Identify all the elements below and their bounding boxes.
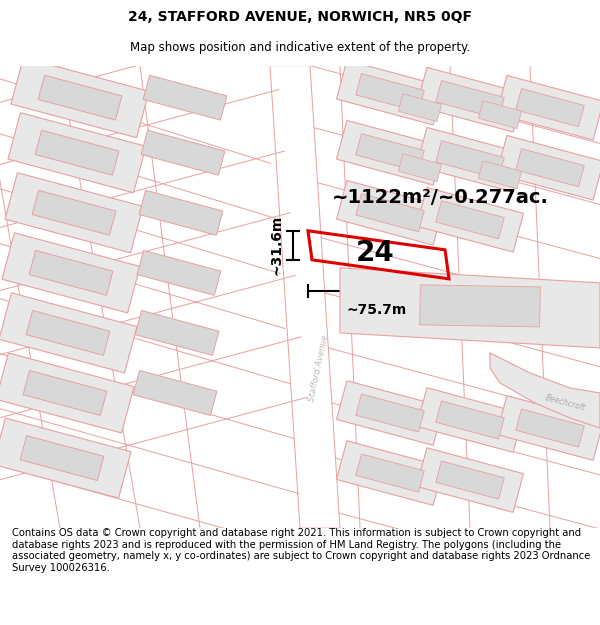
Polygon shape bbox=[137, 251, 221, 295]
Text: ~31.6m: ~31.6m bbox=[269, 215, 283, 276]
Polygon shape bbox=[436, 201, 504, 239]
Polygon shape bbox=[356, 134, 424, 172]
Polygon shape bbox=[337, 381, 443, 445]
Polygon shape bbox=[38, 75, 122, 120]
Polygon shape bbox=[0, 353, 134, 433]
Polygon shape bbox=[356, 74, 424, 112]
Polygon shape bbox=[35, 130, 119, 175]
Polygon shape bbox=[416, 388, 523, 452]
Polygon shape bbox=[478, 101, 521, 129]
Text: 24: 24 bbox=[356, 239, 394, 267]
Polygon shape bbox=[337, 181, 443, 245]
Polygon shape bbox=[436, 401, 504, 439]
Polygon shape bbox=[398, 94, 442, 121]
Polygon shape bbox=[29, 251, 113, 295]
Polygon shape bbox=[337, 121, 443, 185]
Polygon shape bbox=[490, 353, 600, 428]
Polygon shape bbox=[497, 76, 600, 140]
Polygon shape bbox=[516, 89, 584, 127]
Polygon shape bbox=[11, 58, 149, 138]
Polygon shape bbox=[139, 191, 223, 235]
Polygon shape bbox=[356, 454, 424, 492]
Polygon shape bbox=[0, 293, 137, 373]
Polygon shape bbox=[416, 127, 523, 192]
Polygon shape bbox=[270, 66, 340, 528]
Polygon shape bbox=[32, 191, 116, 235]
Text: ~75.7m: ~75.7m bbox=[346, 303, 407, 317]
Text: Beechcroft: Beechcroft bbox=[544, 393, 586, 412]
Polygon shape bbox=[356, 194, 424, 232]
Polygon shape bbox=[133, 371, 217, 416]
Polygon shape bbox=[5, 173, 143, 253]
Polygon shape bbox=[416, 68, 523, 132]
Polygon shape bbox=[340, 268, 600, 348]
Polygon shape bbox=[337, 441, 443, 506]
Text: Map shows position and indicative extent of the property.: Map shows position and indicative extent… bbox=[130, 41, 470, 54]
Polygon shape bbox=[436, 141, 504, 179]
Polygon shape bbox=[356, 394, 424, 432]
Polygon shape bbox=[398, 154, 442, 182]
Polygon shape bbox=[143, 75, 227, 120]
Polygon shape bbox=[436, 461, 504, 499]
Polygon shape bbox=[26, 311, 110, 356]
Polygon shape bbox=[20, 436, 104, 481]
Polygon shape bbox=[497, 136, 600, 200]
Polygon shape bbox=[2, 232, 140, 313]
Polygon shape bbox=[419, 285, 541, 327]
Polygon shape bbox=[23, 371, 107, 416]
Polygon shape bbox=[478, 161, 521, 189]
Polygon shape bbox=[416, 448, 523, 512]
Text: Contains OS data © Crown copyright and database right 2021. This information is : Contains OS data © Crown copyright and d… bbox=[12, 528, 590, 573]
Text: ~1122m²/~0.277ac.: ~1122m²/~0.277ac. bbox=[332, 188, 548, 208]
Polygon shape bbox=[516, 149, 584, 187]
Polygon shape bbox=[8, 112, 146, 192]
Text: Stafford Avenue: Stafford Avenue bbox=[308, 334, 331, 402]
Text: 24, STAFFORD AVENUE, NORWICH, NR5 0QF: 24, STAFFORD AVENUE, NORWICH, NR5 0QF bbox=[128, 10, 472, 24]
Polygon shape bbox=[0, 418, 131, 498]
Polygon shape bbox=[337, 61, 443, 125]
Polygon shape bbox=[135, 311, 219, 356]
Polygon shape bbox=[497, 396, 600, 460]
Polygon shape bbox=[436, 81, 504, 119]
Polygon shape bbox=[516, 409, 584, 447]
Polygon shape bbox=[416, 188, 523, 252]
Polygon shape bbox=[141, 130, 225, 175]
